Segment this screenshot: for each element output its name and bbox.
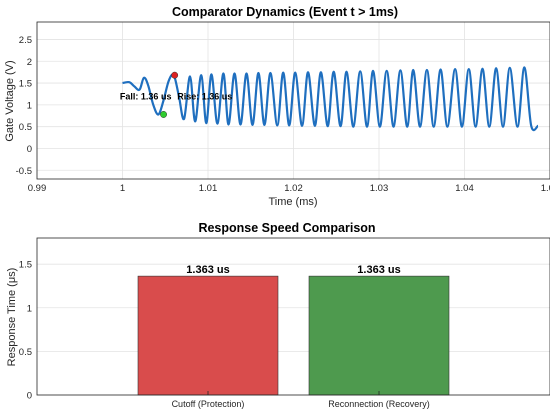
- y-tick-labels: 0 0.5 1 1.5: [19, 260, 32, 402]
- y-tick-label: -0.5: [16, 166, 32, 177]
- data-label: 1.363 us: [357, 264, 400, 276]
- plot-frame: [36, 237, 550, 396]
- data-labels: 1.363 us 1.363 us: [186, 264, 400, 276]
- bar-chart-response: Response Speed Comparison 0 0.5 1 1.5 Cutof…: [6, 221, 550, 409]
- y-axis-label: Gate Voltage (V): [4, 60, 16, 141]
- y-tick-label: 2.5: [19, 35, 32, 46]
- x-tick-label: 1: [120, 183, 125, 194]
- y-axis-label: Response Time (μs): [6, 268, 18, 367]
- x-tick-label: 1.05: [541, 183, 550, 194]
- plot-frame: [36, 21, 550, 180]
- chart-title: Response Speed Comparison: [198, 221, 375, 235]
- y-tick-label: 0.5: [19, 122, 32, 133]
- x-tick-label: 1.03: [370, 183, 389, 194]
- event-markers: [160, 71, 179, 118]
- rise-annotation: Rise: 1.36 us: [177, 92, 232, 102]
- x-tick-label: 1.02: [284, 183, 303, 194]
- y-tick-labels: -0.5 0 0.5 1 1.5 2 2.5: [16, 35, 32, 177]
- fall-annotation: Fall: 1.36 us: [120, 92, 172, 102]
- x-tick-label: Reconnection (Recovery): [328, 399, 430, 409]
- chart-title: Comparator Dynamics (Event t > 1ms): [172, 5, 398, 19]
- y-tick-label: 1.5: [19, 260, 32, 271]
- y-tick-label: 0: [27, 144, 32, 155]
- line-chart-voltage: Comparator Dynamics (Event t > 1ms) 0.99…: [4, 5, 550, 208]
- y-tick-label: 2: [27, 57, 32, 68]
- y-tick-label: 1: [27, 303, 32, 314]
- x-tick-label: 1.04: [455, 183, 474, 194]
- bars: [137, 275, 450, 396]
- x-tick-label: 0.99: [28, 183, 47, 194]
- annotations: Fall: 1.36 us Rise: 1.36 us: [120, 92, 232, 102]
- bar: [308, 275, 450, 396]
- rise-point: [171, 71, 179, 79]
- voltage-series-line: [122, 66, 540, 132]
- x-tick-labels: Cutoff (Protection) Reconnection (Recover…: [172, 399, 430, 409]
- y-tick-label: 1.5: [19, 79, 32, 90]
- x-tick-label: 1.01: [199, 183, 218, 194]
- y-tick-label: 0: [27, 391, 32, 402]
- x-axis-label: Time (ms): [268, 196, 317, 208]
- data-label: 1.363 us: [186, 264, 229, 276]
- y-tick-label: 1: [27, 100, 32, 111]
- y-tick-label: 0.5: [19, 347, 32, 358]
- bar: [137, 275, 279, 396]
- x-tick-labels: 0.99 1 1.01 1.02 1.03 1.04 1.05: [28, 183, 550, 194]
- fall-point: [160, 111, 167, 118]
- x-tick-label: Cutoff (Protection): [172, 399, 245, 409]
